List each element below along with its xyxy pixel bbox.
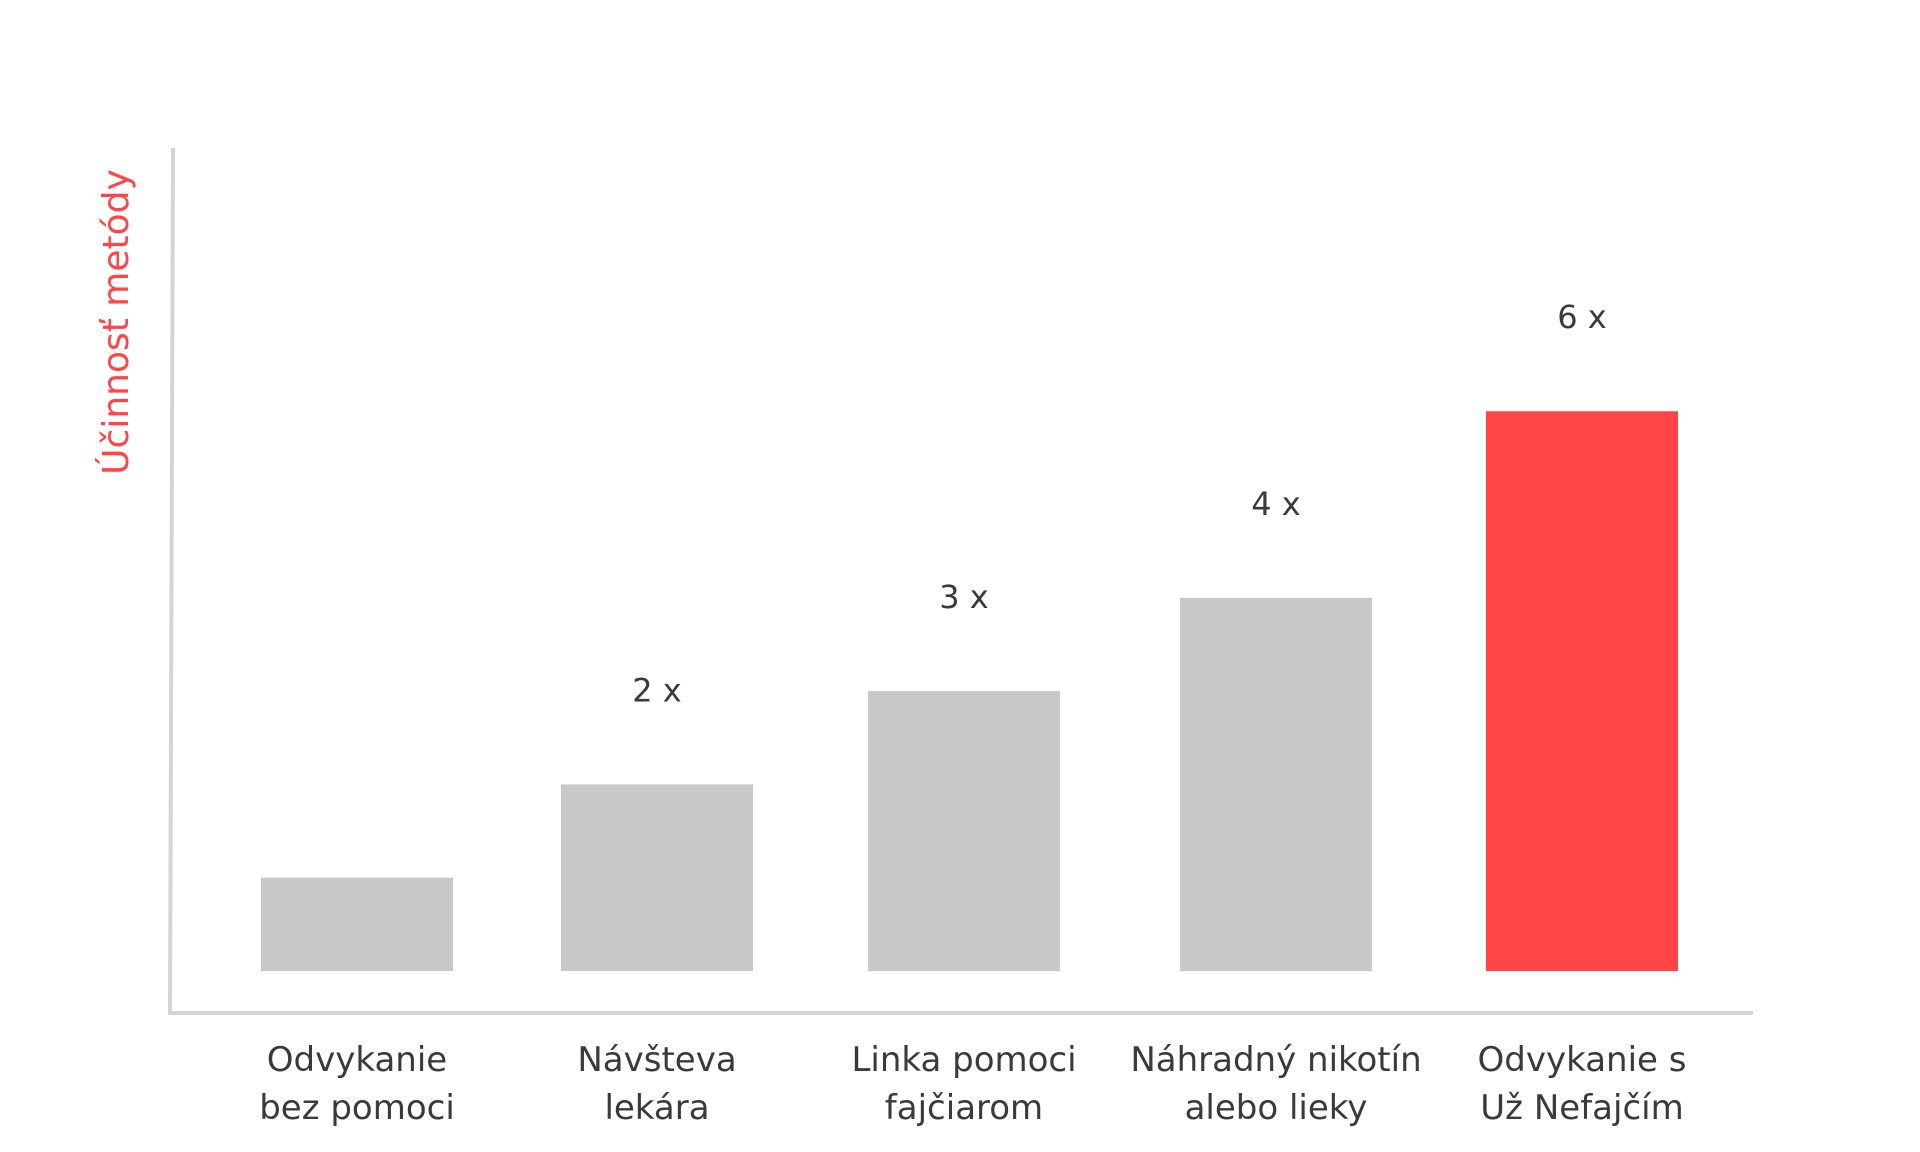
x-tick-line: Odvykanie (267, 1040, 447, 1080)
x-tick-line: fajčiarom (885, 1088, 1043, 1128)
x-tick-line: alebo lieky (1185, 1088, 1368, 1128)
x-tick-line: Linka pomoci (851, 1040, 1076, 1080)
y-axis-line (168, 147, 175, 1015)
bar-3 (868, 691, 1060, 971)
x-tick-label-3: Linka pomoci fajčiarom (851, 1040, 1076, 1128)
x-tick-label-1: Odvykanie bez pomoci (259, 1040, 455, 1128)
bar-2 (561, 784, 753, 971)
data-labels: 2 x 3 x 4 x 6 x (632, 298, 1606, 709)
bar-4 (1180, 597, 1372, 971)
data-label-5: 6 x (1557, 298, 1606, 336)
bar-5 (1486, 411, 1678, 971)
x-tick-label-4: Náhradný nikotín alebo lieky (1130, 1040, 1421, 1128)
y-axis-title: Účinnosť metódy (95, 169, 137, 475)
bars (261, 411, 1678, 971)
x-tick-label-5: Odvykanie s Už Nefajčím (1478, 1040, 1687, 1128)
x-tick-line: Náhradný nikotín (1130, 1040, 1421, 1080)
bar-1 (261, 877, 453, 971)
x-tick-line: lekára (604, 1088, 709, 1128)
x-tick-label-2: Návšteva lekára (577, 1040, 736, 1128)
x-tick-line: bez pomoci (259, 1088, 455, 1128)
data-label-4: 4 x (1251, 485, 1300, 523)
x-tick-line: Odvykanie s (1478, 1040, 1687, 1080)
x-tick-line: Už Nefajčím (1480, 1088, 1683, 1128)
x-tick-labels: Odvykanie bez pomoci Návšteva lekára Linka p… (259, 1040, 1686, 1128)
x-tick-line: Návšteva (577, 1040, 736, 1080)
data-label-2: 2 x (632, 671, 681, 709)
data-label-3: 3 x (939, 578, 988, 616)
